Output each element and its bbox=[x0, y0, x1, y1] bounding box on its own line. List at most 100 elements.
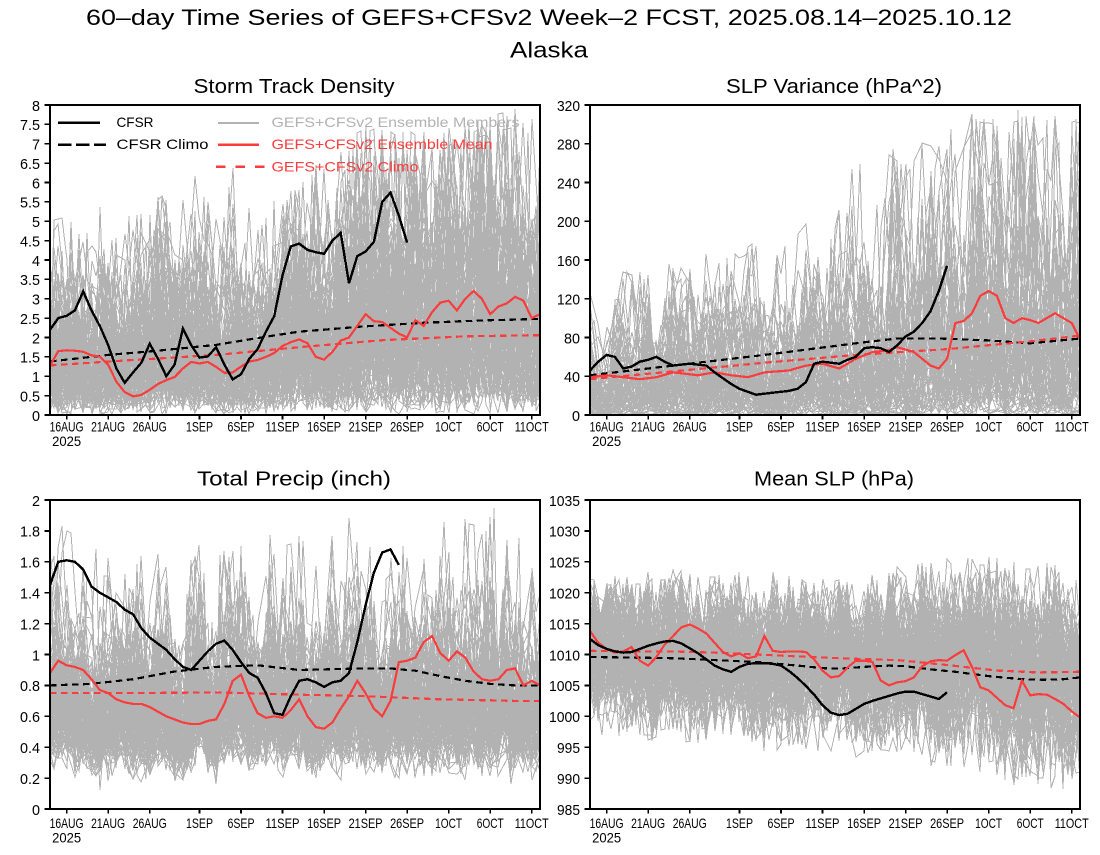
svg-text:1OCT: 1OCT bbox=[975, 815, 1002, 831]
svg-text:Alaska: Alaska bbox=[510, 37, 589, 62]
svg-text:240: 240 bbox=[557, 175, 580, 192]
svg-text:1SEP: 1SEP bbox=[726, 419, 753, 435]
svg-text:26AUG: 26AUG bbox=[133, 815, 167, 831]
svg-text:26AUG: 26AUG bbox=[133, 419, 167, 435]
svg-text:11SEP: 11SEP bbox=[266, 419, 300, 435]
svg-text:21AUG: 21AUG bbox=[631, 815, 665, 831]
svg-text:1.4: 1.4 bbox=[20, 586, 40, 603]
svg-text:1035: 1035 bbox=[549, 493, 580, 510]
svg-text:6OCT: 6OCT bbox=[1017, 419, 1044, 435]
svg-text:3.5: 3.5 bbox=[20, 272, 40, 289]
svg-text:16AUG: 16AUG bbox=[50, 419, 84, 435]
svg-text:Mean SLP (hPa): Mean SLP (hPa) bbox=[754, 469, 914, 491]
svg-text:1.6: 1.6 bbox=[20, 555, 40, 572]
svg-text:1.2: 1.2 bbox=[20, 616, 40, 633]
svg-text:3: 3 bbox=[32, 292, 40, 309]
svg-text:11OCT: 11OCT bbox=[515, 815, 549, 831]
svg-text:320: 320 bbox=[557, 98, 580, 115]
svg-text:995: 995 bbox=[557, 740, 580, 757]
svg-text:6OCT: 6OCT bbox=[477, 815, 504, 831]
svg-text:GEFS+CFSv2 Climo: GEFS+CFSv2 Climo bbox=[272, 158, 419, 174]
svg-text:1015: 1015 bbox=[549, 616, 580, 633]
svg-text:16AUG: 16AUG bbox=[50, 815, 84, 831]
svg-text:1.8: 1.8 bbox=[20, 524, 40, 541]
svg-text:1025: 1025 bbox=[549, 555, 580, 572]
svg-text:2: 2 bbox=[32, 493, 40, 510]
svg-text:5: 5 bbox=[32, 214, 40, 231]
svg-text:6: 6 bbox=[32, 175, 40, 192]
svg-text:0.6: 0.6 bbox=[20, 709, 40, 726]
svg-text:1OCT: 1OCT bbox=[435, 815, 462, 831]
svg-text:0.8: 0.8 bbox=[20, 678, 40, 695]
svg-text:16AUG: 16AUG bbox=[590, 815, 624, 831]
svg-text:4.5: 4.5 bbox=[20, 233, 40, 250]
svg-text:CFSR Climo: CFSR Climo bbox=[117, 136, 209, 152]
svg-text:21AUG: 21AUG bbox=[631, 419, 665, 435]
svg-text:2: 2 bbox=[32, 330, 40, 347]
svg-text:6OCT: 6OCT bbox=[477, 419, 504, 435]
svg-text:6.5: 6.5 bbox=[20, 156, 40, 173]
svg-text:Total Precip (inch): Total Precip (inch) bbox=[197, 469, 391, 491]
svg-text:SLP Variance (hPa^2): SLP Variance (hPa^2) bbox=[726, 76, 942, 98]
svg-text:4: 4 bbox=[32, 253, 40, 270]
svg-text:6OCT: 6OCT bbox=[1017, 815, 1044, 831]
svg-text:0.2: 0.2 bbox=[20, 771, 40, 788]
svg-text:2025: 2025 bbox=[592, 830, 621, 846]
svg-text:6SEP: 6SEP bbox=[768, 815, 795, 831]
svg-text:0.4: 0.4 bbox=[20, 740, 40, 757]
svg-text:1: 1 bbox=[32, 369, 40, 386]
svg-text:1020: 1020 bbox=[549, 586, 580, 603]
svg-text:120: 120 bbox=[557, 292, 580, 309]
svg-text:21SEP: 21SEP bbox=[349, 419, 383, 435]
svg-text:16SEP: 16SEP bbox=[307, 815, 341, 831]
svg-text:7: 7 bbox=[32, 137, 40, 154]
svg-text:11SEP: 11SEP bbox=[266, 815, 300, 831]
svg-text:5.5: 5.5 bbox=[20, 195, 40, 212]
svg-text:1010: 1010 bbox=[549, 647, 580, 664]
svg-text:1.5: 1.5 bbox=[20, 350, 40, 367]
svg-text:GEFS+CFSv2 Ensemble Mean: GEFS+CFSv2 Ensemble Mean bbox=[272, 136, 493, 152]
svg-text:GEFS+CFSv2 Ensemble Members: GEFS+CFSv2 Ensemble Members bbox=[272, 114, 520, 130]
svg-text:2.5: 2.5 bbox=[20, 311, 40, 328]
svg-text:16AUG: 16AUG bbox=[590, 419, 624, 435]
svg-text:1000: 1000 bbox=[549, 709, 580, 726]
svg-text:21SEP: 21SEP bbox=[889, 815, 923, 831]
svg-text:26SEP: 26SEP bbox=[930, 815, 964, 831]
svg-text:21SEP: 21SEP bbox=[889, 419, 923, 435]
svg-text:11OCT: 11OCT bbox=[515, 419, 549, 435]
svg-text:1030: 1030 bbox=[549, 524, 580, 541]
svg-text:6SEP: 6SEP bbox=[768, 419, 795, 435]
svg-text:40: 40 bbox=[564, 369, 580, 386]
svg-text:985: 985 bbox=[557, 802, 580, 819]
svg-text:6SEP: 6SEP bbox=[228, 419, 255, 435]
svg-text:0: 0 bbox=[32, 408, 40, 425]
svg-text:1OCT: 1OCT bbox=[975, 419, 1002, 435]
svg-text:1SEP: 1SEP bbox=[726, 815, 753, 831]
svg-text:160: 160 bbox=[557, 253, 580, 270]
svg-text:26SEP: 26SEP bbox=[930, 419, 964, 435]
svg-text:21SEP: 21SEP bbox=[349, 815, 383, 831]
svg-text:Storm Track Density: Storm Track Density bbox=[194, 76, 395, 98]
svg-text:0.5: 0.5 bbox=[20, 388, 40, 405]
svg-text:11OCT: 11OCT bbox=[1055, 419, 1089, 435]
svg-text:2025: 2025 bbox=[52, 433, 81, 449]
svg-text:990: 990 bbox=[557, 771, 580, 788]
svg-text:0: 0 bbox=[572, 408, 580, 425]
svg-text:16SEP: 16SEP bbox=[847, 419, 881, 435]
svg-text:26AUG: 26AUG bbox=[673, 815, 707, 831]
svg-text:21AUG: 21AUG bbox=[91, 815, 125, 831]
svg-text:2025: 2025 bbox=[52, 830, 81, 846]
svg-text:8: 8 bbox=[32, 98, 40, 115]
svg-text:11OCT: 11OCT bbox=[1055, 815, 1089, 831]
svg-text:2025: 2025 bbox=[592, 433, 621, 449]
svg-text:16SEP: 16SEP bbox=[307, 419, 341, 435]
svg-text:280: 280 bbox=[557, 137, 580, 154]
svg-text:26SEP: 26SEP bbox=[390, 419, 424, 435]
svg-text:26SEP: 26SEP bbox=[390, 815, 424, 831]
svg-text:200: 200 bbox=[557, 214, 580, 231]
svg-text:11SEP: 11SEP bbox=[806, 815, 840, 831]
svg-text:6SEP: 6SEP bbox=[228, 815, 255, 831]
svg-text:1005: 1005 bbox=[549, 678, 580, 695]
svg-text:1: 1 bbox=[32, 647, 40, 664]
svg-text:60–day Time Series of GEFS+CFS: 60–day Time Series of GEFS+CFSv2 Week–2 … bbox=[86, 5, 1012, 30]
